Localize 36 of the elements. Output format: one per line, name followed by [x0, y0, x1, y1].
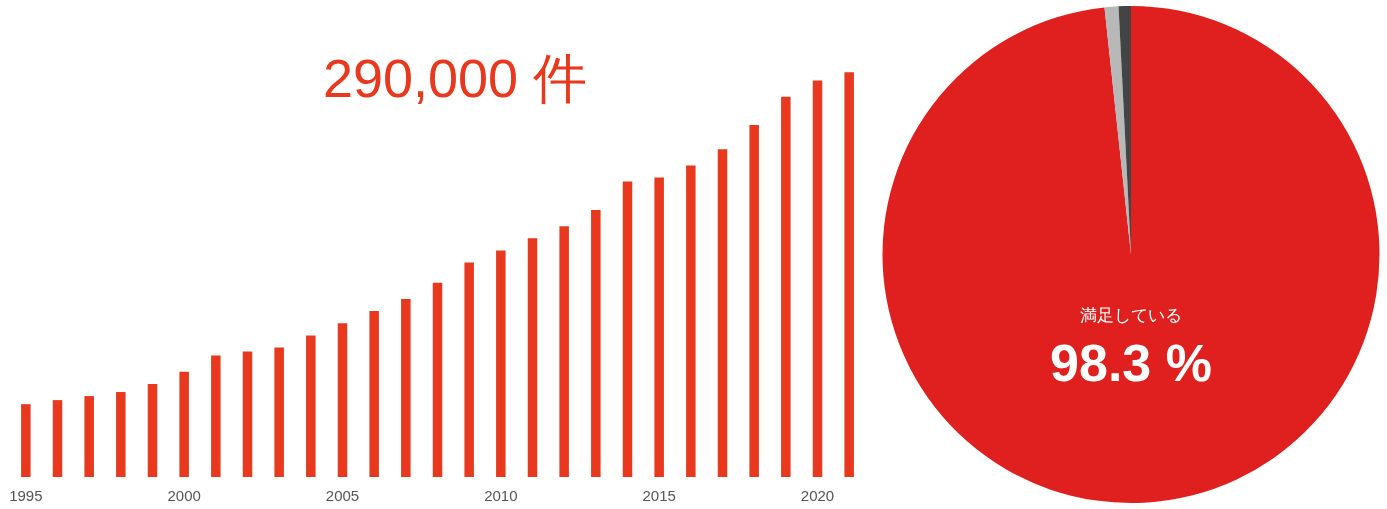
- x-tick-label: 2005: [325, 487, 360, 505]
- bar: [52, 400, 63, 477]
- x-tick-label: 2000: [167, 487, 201, 505]
- bar: [274, 347, 284, 477]
- annotation: 290,000 件: [322, 47, 588, 108]
- bar: [812, 80, 823, 477]
- bar: [432, 282, 443, 477]
- bar: [179, 371, 189, 477]
- bar: [116, 392, 126, 477]
- bar: [686, 165, 696, 477]
- bar: [211, 355, 221, 477]
- bar: [84, 396, 94, 477]
- slice-label: 満足している: [1080, 304, 1182, 325]
- bar: [527, 238, 538, 477]
- bar: [844, 72, 854, 477]
- bar: [622, 181, 633, 477]
- bar: [306, 335, 316, 477]
- bar: [591, 209, 601, 477]
- bar: [337, 323, 348, 477]
- bar: [654, 177, 664, 477]
- data-label: 98.3 %: [1050, 333, 1212, 392]
- bar: [21, 404, 31, 477]
- bar: [781, 96, 791, 477]
- bar: [464, 262, 474, 477]
- x-tick-label: 2020: [800, 487, 835, 505]
- bar: [147, 383, 158, 477]
- bar: [369, 311, 379, 477]
- bar: [401, 298, 411, 477]
- bar: [749, 124, 759, 477]
- bar: [496, 250, 506, 477]
- x-tick-label: 1995: [9, 487, 43, 505]
- bar: [242, 351, 253, 477]
- x-tick-label: 2015: [642, 487, 676, 505]
- x-tick-label: 2010: [484, 487, 518, 505]
- bar: [559, 226, 569, 477]
- bar: [717, 149, 728, 477]
